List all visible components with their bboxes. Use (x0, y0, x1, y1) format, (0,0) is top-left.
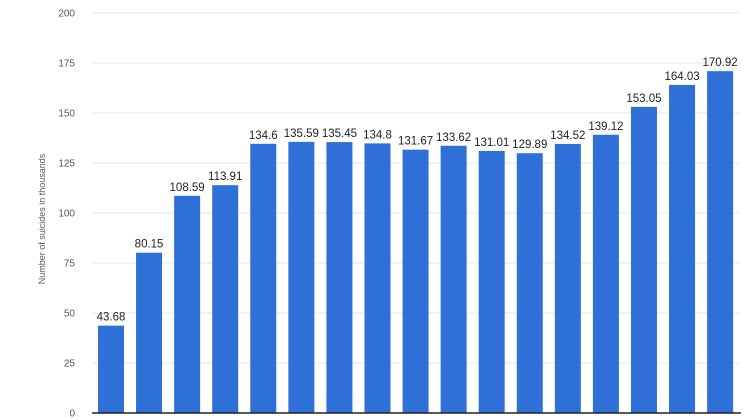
data-label: 43.68 (97, 312, 126, 324)
bar (440, 145, 467, 413)
bar (136, 252, 163, 413)
data-label: 134.52 (550, 130, 585, 142)
y-tick-label: 25 (64, 359, 76, 370)
data-label: 134.8 (363, 129, 392, 141)
data-label: 131.01 (474, 137, 509, 149)
bar (478, 150, 505, 414)
y-tick-label: 75 (64, 259, 76, 270)
bars (98, 71, 734, 414)
bar (288, 141, 315, 413)
bar (212, 185, 239, 413)
data-label: 139.12 (588, 121, 623, 133)
bar (326, 142, 353, 413)
y-axis-ticks: 0 25 50 75 100 125 150 175 200 (58, 9, 75, 420)
y-tick-label: 50 (64, 309, 76, 320)
data-label: 129.89 (512, 139, 547, 151)
y-tick-label: 200 (58, 9, 75, 20)
data-label: 135.59 (284, 128, 319, 140)
bar (669, 84, 696, 413)
y-tick-label: 100 (58, 209, 75, 220)
bar (174, 195, 201, 413)
bar (364, 143, 391, 413)
bar (630, 106, 657, 414)
bar (250, 143, 277, 414)
data-label: 134.6 (249, 130, 278, 142)
y-tick-label: 0 (69, 409, 75, 420)
bar (98, 325, 124, 413)
data-label: 108.59 (170, 182, 205, 194)
bar (554, 143, 581, 413)
data-label: 80.15 (135, 239, 164, 251)
y-tick-label: 150 (58, 109, 75, 120)
data-label: 164.03 (664, 71, 699, 83)
y-axis-title: Number of suicides in thousands (37, 153, 47, 284)
bar (592, 134, 619, 413)
data-label: 170.92 (703, 57, 738, 69)
data-label: 131.67 (398, 136, 433, 148)
y-tick-label: 175 (58, 59, 75, 70)
y-tick-label: 125 (58, 159, 75, 170)
data-label: 153.05 (626, 93, 661, 105)
data-label: 113.91 (208, 171, 242, 183)
data-label: 133.62 (436, 132, 471, 144)
data-label: 135.45 (322, 128, 357, 140)
bar (402, 149, 429, 413)
bar (707, 71, 734, 413)
bar (516, 153, 543, 413)
